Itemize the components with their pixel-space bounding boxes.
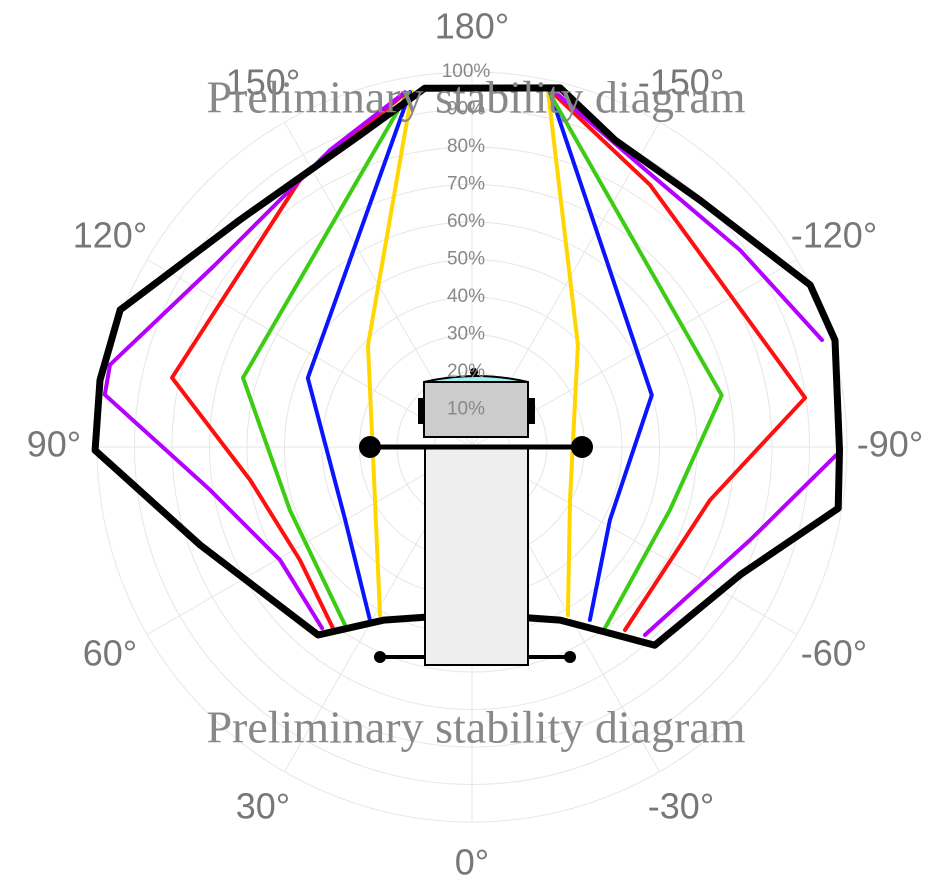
angle-tick-label: 120° [73, 215, 147, 256]
angle-tick-label: -90° [857, 424, 923, 465]
watermark: Preliminary stability diagram [206, 702, 745, 753]
angle-tick-label: 0° [455, 842, 489, 877]
r-tick-label: 30% [447, 324, 485, 345]
r-tick-label: 20% [447, 361, 485, 382]
angle-tick-label: 30° [236, 786, 290, 827]
angle-tick-label: 180° [435, 6, 509, 47]
outrigger-foot [374, 651, 386, 663]
r-tick-label: 10% [447, 399, 485, 420]
angle-tick-label: 90° [27, 424, 81, 465]
angle-tick-label: -30° [648, 786, 714, 827]
vehicle-body [425, 448, 528, 665]
angle-tick-label: -120° [791, 215, 877, 256]
outrigger-foot [564, 651, 576, 663]
r-tick-label: 40% [447, 286, 485, 307]
angle-tick-label: 60° [83, 633, 137, 674]
r-tick-label: 80% [447, 136, 485, 157]
r-tick-label: 70% [447, 174, 485, 195]
watermark: Preliminary stability diagram [206, 72, 745, 123]
outrigger-foot [571, 436, 593, 458]
outrigger-foot [359, 436, 381, 458]
chart: 10%20%30%40%50%60%70%80%90%100%180°150°1… [0, 0, 943, 877]
r-tick-label: 50% [447, 249, 485, 270]
angle-tick-label: -60° [801, 633, 867, 674]
r-tick-label: 60% [447, 211, 485, 232]
